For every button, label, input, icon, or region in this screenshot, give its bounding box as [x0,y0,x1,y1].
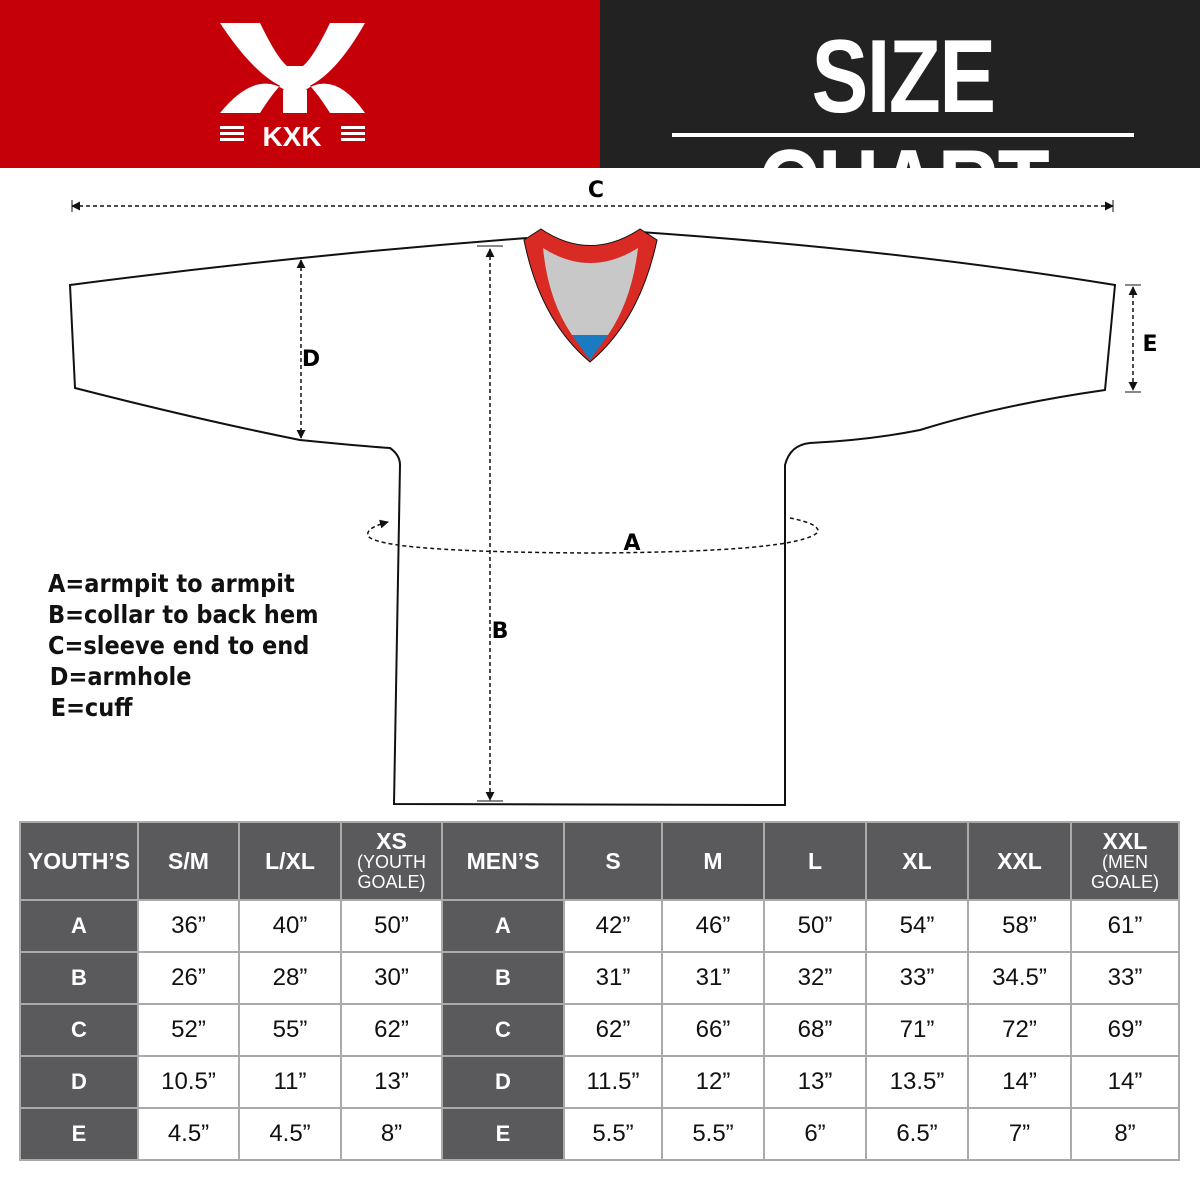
men-value-cell: 13.5” [867,1057,967,1107]
size-header: XXL (MEN GOALE) [1072,823,1178,899]
men-value-cell: 33” [867,953,967,1003]
men-value-cell: 5.5” [663,1109,763,1159]
table-row: D 10.5” 11” 13” D 11.5” 12” 13” 13.5” 14” 14” [21,1057,1178,1107]
size-header: XS (YOUTH GOALE) [342,823,441,899]
men-row-label: A [443,901,563,951]
page-title: SIZE CHART [757,19,1050,245]
title-banner [600,0,1200,168]
men-value-cell: 68” [765,1005,865,1055]
youth-value-cell: 40” [240,901,340,951]
youth-value-cell: 62” [342,1005,441,1055]
logo-text: KXK [262,121,321,152]
label-c: C [588,178,604,203]
men-value-cell: 72” [969,1005,1070,1055]
youth-row-label: A [21,901,137,951]
youth-value-cell: 4.5” [240,1109,340,1159]
men-value-cell: 8” [1072,1109,1178,1159]
men-value-cell: 5.5” [565,1109,661,1159]
youth-value-cell: 26” [139,953,238,1003]
men-value-cell: 42” [565,901,661,951]
youth-value-cell: 30” [342,953,441,1003]
label-d: D [302,347,320,372]
collar-inner [543,248,638,335]
men-row-label: D [443,1057,563,1107]
size-header: M [663,823,763,899]
size-table: YOUTH’S S/M L/XL XS (YOUTH GOALE) MEN’S S… [19,821,1180,1161]
measurement-legend: A=armpit to armpit B=collar to back hem … [48,568,319,723]
men-value-cell: 66” [663,1005,763,1055]
legend-item: D=armhole [49,662,192,691]
men-value-cell: 13” [765,1057,865,1107]
men-value-cell: 62” [565,1005,661,1055]
men-value-cell: 69” [1072,1005,1178,1055]
label-e: E [1142,332,1157,357]
youth-value-cell: 11” [240,1057,340,1107]
youth-value-cell: 13” [342,1057,441,1107]
legend-item: C=sleeve end to end [48,631,310,660]
legend-item: E=cuff [50,693,133,722]
youth-value-cell: 10.5” [139,1057,238,1107]
table-row: A 36” 40” 50” A 42” 46” 50” 54” 58” 61” [21,901,1178,951]
men-header: MEN’S [443,823,563,899]
jersey-diagram: C D B E A [68,178,1158,807]
size-header: L [765,823,865,899]
men-value-cell: 61” [1072,901,1178,951]
table-row: E 4.5” 4.5” 8” E 5.5” 5.5” 6” 6.5” 7” 8” [21,1109,1178,1159]
youth-row-label: B [21,953,137,1003]
youth-row-label: D [21,1057,137,1107]
youth-value-cell: 8” [342,1109,441,1159]
collar-tag [572,335,608,360]
men-value-cell: 58” [969,901,1070,951]
men-value-cell: 46” [663,901,763,951]
men-value-cell: 50” [765,901,865,951]
men-value-cell: 32” [765,953,865,1003]
men-value-cell: 11.5” [565,1057,661,1107]
title-underline [672,133,1134,137]
men-value-cell: 33” [1072,953,1178,1003]
size-header: XXL [969,823,1070,899]
table-row: B 26” 28” 30” B 31” 31” 32” 33” 34.5” 33” [21,953,1178,1003]
legend-item: A=armpit to armpit [48,569,295,598]
men-value-cell: 71” [867,1005,967,1055]
men-row-label: C [443,1005,563,1055]
men-value-cell: 6.5” [867,1109,967,1159]
kxk-logo: KXK [220,23,365,152]
youth-value-cell: 50” [342,901,441,951]
men-value-cell: 7” [969,1109,1070,1159]
jersey-outline [68,231,1117,807]
men-value-cell: 14” [1072,1057,1178,1107]
youth-row-label: C [21,1005,137,1055]
youth-value-cell: 28” [240,953,340,1003]
men-value-cell: 34.5” [969,953,1070,1003]
table-header-row: YOUTH’S S/M L/XL XS (YOUTH GOALE) MEN’S S… [21,823,1178,899]
men-row-label: B [443,953,563,1003]
men-row-label: E [443,1109,563,1159]
men-value-cell: 12” [663,1057,763,1107]
label-b: B [492,619,509,644]
size-header: XL [867,823,967,899]
men-value-cell: 14” [969,1057,1070,1107]
youth-value-cell: 36” [139,901,238,951]
table-row: C 52” 55” 62” C 62” 66” 68” 71” 72” 69” [21,1005,1178,1055]
men-value-cell: 54” [867,901,967,951]
men-value-cell: 6” [765,1109,865,1159]
youth-value-cell: 55” [240,1005,340,1055]
size-header: S/M [139,823,238,899]
size-header: S [565,823,661,899]
youth-row-label: E [21,1109,137,1159]
youth-value-cell: 4.5” [139,1109,238,1159]
men-value-cell: 31” [565,953,661,1003]
men-value-cell: 31” [663,953,763,1003]
size-header: L/XL [240,823,340,899]
legend-item: B=collar to back hem [48,600,319,629]
label-a: A [623,531,640,556]
youth-value-cell: 52” [139,1005,238,1055]
youth-header: YOUTH’S [21,823,137,899]
